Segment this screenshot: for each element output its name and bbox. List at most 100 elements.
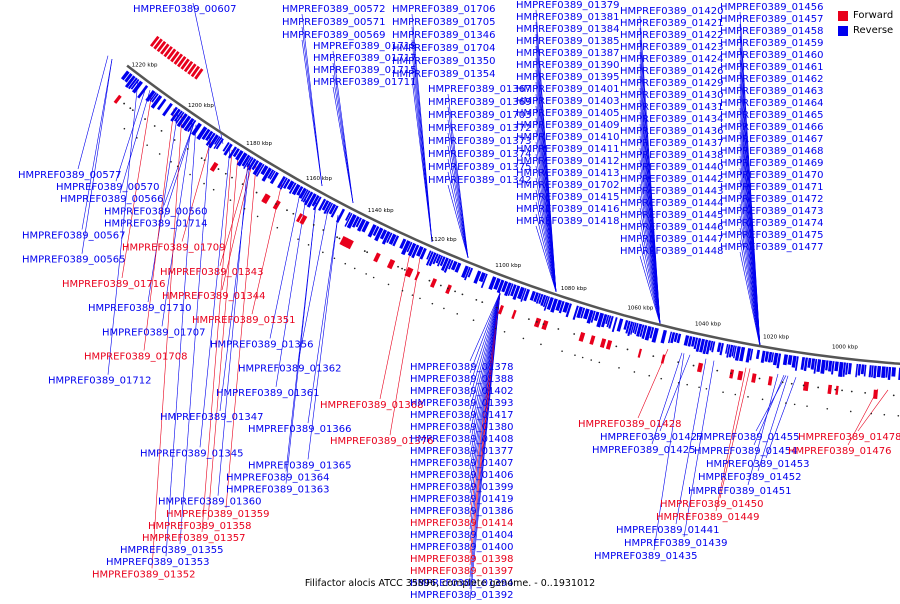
gene-label[interactable]: HMPREF0389_01378	[410, 362, 513, 373]
gene-label[interactable]: HMPREF0389_00569	[282, 30, 385, 41]
gene-label[interactable]: HMPREF0389_01372	[428, 123, 531, 134]
gene-label[interactable]: HMPREF0389_01356	[210, 339, 313, 350]
gene-label[interactable]: HMPREF0389_01719	[313, 41, 416, 52]
gene-label[interactable]: HMPREF0389_01715	[313, 65, 416, 76]
gene-label[interactable]: HMPREF0389_01411	[516, 144, 619, 155]
gene-label[interactable]: HMPREF0389_01367	[428, 84, 531, 95]
gene-label[interactable]: HMPREF0389_01470	[720, 170, 823, 181]
gene-label[interactable]: HMPREF0389_01342	[428, 175, 531, 186]
gene-label[interactable]: HMPREF0389_01373	[428, 136, 531, 147]
gene-label[interactable]: HMPREF0389_01408	[410, 434, 513, 445]
gene-label[interactable]: HMPREF0389_01366	[248, 424, 351, 435]
gene-label[interactable]: HMPREF0389_01712	[48, 376, 151, 387]
gene-label[interactable]: HMPREF0389_01709	[122, 243, 225, 254]
gene-label[interactable]: HMPREF0389_01418	[516, 216, 619, 227]
gene-label[interactable]: HMPREF0389_01477	[720, 242, 823, 253]
gene-label[interactable]: HMPREF0389_01458	[720, 26, 823, 37]
gene-label[interactable]: HMPREF0389_01446	[620, 222, 723, 233]
gene-label[interactable]: HMPREF0389_01344	[162, 291, 265, 302]
gene-label[interactable]: HMPREF0389_01380	[410, 422, 513, 433]
gene-label[interactable]: HMPREF0389_01476	[788, 446, 891, 457]
gene-label[interactable]: HMPREF0389_00566	[60, 194, 163, 205]
gene-label[interactable]: HMPREF0389_01434	[620, 114, 723, 125]
gene-label[interactable]: HMPREF0389_01403	[516, 96, 619, 107]
gene-label[interactable]: HMPREF0389_01402	[410, 386, 513, 397]
gene-label[interactable]: HMPREF0389_01466	[720, 122, 823, 133]
gene-label[interactable]: HMPREF0389_01706	[392, 4, 495, 15]
gene-label[interactable]: HMPREF0389_01398	[410, 554, 513, 565]
gene-label[interactable]: HMPREF0389_01351	[192, 315, 295, 326]
gene-label[interactable]: HMPREF0389_01424	[620, 54, 723, 65]
gene-label[interactable]: HMPREF0389_01475	[720, 230, 823, 241]
gene-label[interactable]: HMPREF0389_01354	[392, 69, 495, 80]
gene-label[interactable]: HMPREF0389_01464	[720, 98, 823, 109]
gene-label[interactable]: HMPREF0389_01406	[410, 470, 513, 481]
gene-label[interactable]: HMPREF0389_01410	[516, 132, 619, 143]
gene-label[interactable]: HMPREF0389_00570	[56, 182, 159, 193]
gene-label[interactable]: HMPREF0389_01412	[516, 156, 619, 167]
gene-label[interactable]: HMPREF0389_01350	[392, 56, 495, 67]
gene-label[interactable]: HMPREF0389_01703	[428, 110, 531, 121]
gene-label[interactable]: HMPREF0389_01375	[428, 162, 531, 173]
gene-label[interactable]: HMPREF0389_01390	[516, 60, 619, 71]
gene-label[interactable]: HMPREF0389_01439	[624, 538, 727, 549]
gene-label[interactable]: HMPREF0389_01343	[160, 267, 263, 278]
gene-label[interactable]: HMPREF0389_01461	[720, 62, 823, 73]
gene-label[interactable]: HMPREF0389_01716	[62, 279, 165, 290]
gene-label[interactable]: HMPREF0389_01451	[688, 486, 791, 497]
gene-label[interactable]: HMPREF0389_01423	[620, 42, 723, 53]
gene-label[interactable]: HMPREF0389_01449	[656, 512, 759, 523]
gene-label[interactable]: HMPREF0389_01471	[720, 182, 823, 193]
gene-label[interactable]: HMPREF0389_00572	[282, 4, 385, 15]
gene-label[interactable]: HMPREF0389_01708	[84, 352, 187, 363]
gene-label[interactable]: HMPREF0389_01430	[620, 90, 723, 101]
gene-label[interactable]: HMPREF0389_01443	[620, 186, 723, 197]
gene-label[interactable]: HMPREF0389_01415	[516, 192, 619, 203]
gene-label[interactable]: HMPREF0389_01413	[516, 168, 619, 179]
gene-label[interactable]: HMPREF0389_01392	[410, 590, 513, 601]
gene-label[interactable]: HMPREF0389_01397	[410, 566, 513, 577]
gene-label[interactable]: HMPREF0389_01705	[392, 17, 495, 28]
gene-label[interactable]: HMPREF0389_01360	[158, 497, 261, 508]
gene-label[interactable]: HMPREF0389_01359	[166, 509, 269, 520]
gene-label[interactable]: HMPREF0389_01441	[616, 525, 719, 536]
gene-label[interactable]: HMPREF0389_00565	[22, 255, 125, 266]
gene-label[interactable]: HMPREF0389_00571	[282, 17, 385, 28]
gene-label[interactable]: HMPREF0389_01710	[88, 303, 191, 314]
gene-label[interactable]: HMPREF0389_00560	[104, 206, 207, 217]
gene-label[interactable]: HMPREF0389_01353	[106, 557, 209, 568]
gene-label[interactable]: HMPREF0389_01361	[216, 388, 319, 399]
gene-label[interactable]: HMPREF0389_01445	[620, 210, 723, 221]
gene-label[interactable]: HMPREF0389_01345	[140, 448, 243, 459]
gene-label[interactable]: HMPREF0389_01416	[516, 204, 619, 215]
gene-label[interactable]: HMPREF0389_01352	[92, 569, 195, 580]
gene-label[interactable]: HMPREF0389_01436	[620, 126, 723, 137]
gene-label[interactable]: HMPREF0389_01358	[148, 521, 251, 532]
gene-label[interactable]: HMPREF0389_01422	[620, 30, 723, 41]
gene-label[interactable]: HMPREF0389_01440	[620, 162, 723, 173]
gene-label[interactable]: HMPREF0389_01426	[620, 66, 723, 77]
gene-label[interactable]: HMPREF0389_01717	[313, 53, 416, 64]
gene-label[interactable]: HMPREF0389_01468	[720, 146, 823, 157]
gene-label[interactable]: HMPREF0389_01473	[720, 206, 823, 217]
gene-label[interactable]: HMPREF0389_01374	[428, 149, 531, 160]
gene-label[interactable]: HMPREF0389_01401	[516, 84, 619, 95]
gene-label[interactable]: HMPREF0389_01387	[516, 48, 619, 59]
gene-label[interactable]: HMPREF0389_01711	[313, 77, 416, 88]
gene-label[interactable]: HMPREF0389_01400	[410, 542, 513, 553]
gene-label[interactable]: HMPREF0389_01346	[392, 30, 495, 41]
gene-label[interactable]: HMPREF0389_01459	[720, 38, 823, 49]
gene-labels[interactable]: HMPREF0389_00607 HMPREF0389_00572 HMPREF03…	[18, 0, 900, 604]
gene-label[interactable]: HMPREF0389_01469	[720, 158, 823, 169]
gene-label[interactable]: HMPREF0389_01452	[698, 472, 801, 483]
gene-label[interactable]: HMPREF0389_00577	[18, 170, 121, 181]
gene-label[interactable]: HMPREF0389_01467	[720, 134, 823, 145]
gene-label[interactable]: HMPREF0389_01478	[798, 432, 900, 443]
gene-label[interactable]: HMPREF0389_01453	[706, 459, 809, 470]
gene-label[interactable]: HMPREF0389_01355	[120, 545, 223, 556]
gene-label[interactable]: HMPREF0389_01362	[238, 364, 341, 375]
gene-label[interactable]: HMPREF0389_01420	[620, 6, 723, 17]
gene-label[interactable]: HMPREF0389_01409	[516, 120, 619, 131]
gene-label[interactable]: HMPREF0389_01385	[516, 36, 619, 47]
gene-label[interactable]: HMPREF0389_01376	[330, 436, 433, 447]
